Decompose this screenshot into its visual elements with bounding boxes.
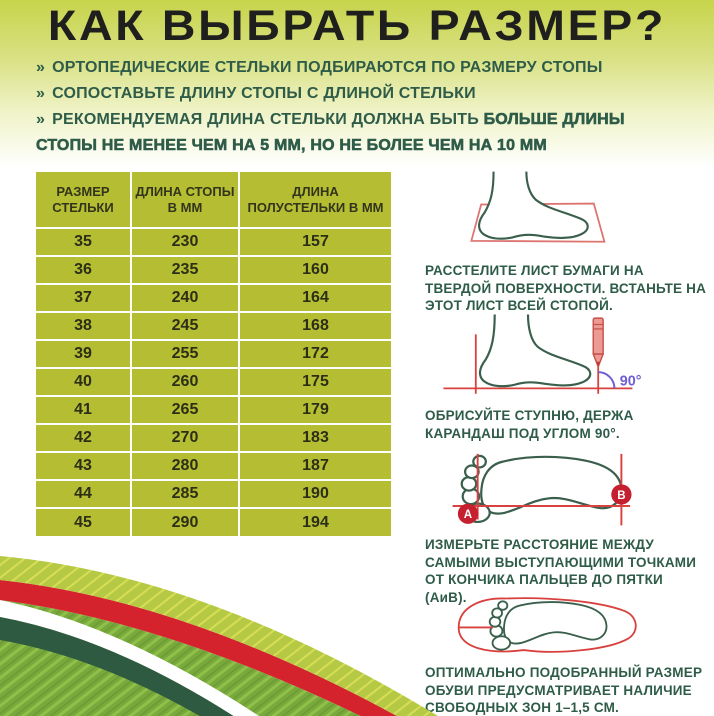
table-cell: 35 <box>35 227 132 257</box>
measure-footprint-illustration: А В <box>452 453 632 526</box>
header-gradient-background <box>0 0 714 168</box>
decorative-waves-graphic <box>0 556 438 716</box>
instruction-bullet-list: » ОРТОПЕДИЧЕСКИЕ СТЕЛЬКИ ПОДБИРАЮТСЯ ПО Р… <box>36 55 681 159</box>
bullet-text: СОПОСТАВЬТЕ ДЛИНУ СТОПЫ С ДЛИНОЙ СТЕЛЬКИ <box>52 85 476 102</box>
trace-foot-with-pencil-illustration: 90° <box>443 314 642 394</box>
bullet-marker-icon: » <box>36 111 46 128</box>
table-cell: 37 <box>35 283 132 313</box>
foot-side-outline <box>478 314 592 388</box>
table-cell: 40 <box>35 367 132 397</box>
footprint-in-shoe-outline-illustration <box>457 597 637 653</box>
table-cell: 42 <box>35 423 132 453</box>
svg-text:В: В <box>617 490 625 502</box>
table-cell: 44 <box>35 479 132 509</box>
step-caption: ИЗМЕРЬТЕ РАССТОЯНИЕ МЕЖДУ САМЫМИ ВЫСТУПА… <box>425 537 697 605</box>
table-row: 43 280 187 <box>35 451 392 481</box>
table-cell: 160 <box>238 255 392 285</box>
column-header-insole-size: РАЗМЕР СТЕЛЬКИ <box>35 171 132 229</box>
table-cell: 38 <box>35 311 132 341</box>
bullet-text-emphasized: БОЛЬШЕ ДЛИНЫ СТОПЫ НЕ МЕНЕЕ ЧЕМ НА 5 ММ,… <box>36 111 625 155</box>
table-row: 38 245 168 <box>35 311 392 341</box>
table-row: 37 240 164 <box>35 283 392 313</box>
table-cell: 41 <box>35 395 132 425</box>
wave-white-band <box>0 600 259 716</box>
wave-light-band <box>0 556 438 716</box>
svg-text:А: А <box>464 509 473 521</box>
table-cell: 45 <box>35 507 132 537</box>
point-a-badge: А <box>457 503 479 524</box>
size-table-header: РАЗМЕР СТЕЛЬКИ ДЛИНА СТОПЫ В ММ ДЛИНА ПО… <box>35 171 392 229</box>
bullet-item: » РЕКОМЕНДУЕМАЯ ДЛИНА СТЕЛЬКИ ДОЛЖНА БЫТЬ… <box>36 107 681 159</box>
bullet-marker-icon: » <box>36 59 46 76</box>
pencil-icon <box>592 317 605 369</box>
size-table-body: 35 230 157 36 235 160 37 240 164 38 245 168 39 255 172… <box>35 227 392 537</box>
table-cell: 270 <box>130 423 240 453</box>
table-cell: 255 <box>130 339 240 369</box>
bullet-text: РЕКОМЕНДУЕМАЯ ДЛИНА СТЕЛЬКИ ДОЛЖНА БЫТЬ <box>52 111 484 128</box>
table-cell: 175 <box>238 367 392 397</box>
table-row: 39 255 172 <box>35 339 392 369</box>
table-cell: 290 <box>130 507 240 537</box>
table-cell: 190 <box>238 479 392 509</box>
step-caption: РАССТЕЛИТЕ ЛИСТ БУМАГИ НА ТВЕРДОЙ ПОВЕРХ… <box>425 263 707 313</box>
table-row: 41 265 179 <box>35 395 392 425</box>
paper-sheet-outline <box>470 202 606 243</box>
table-cell: 187 <box>238 451 392 481</box>
table-cell: 194 <box>238 507 392 537</box>
table-cell: 36 <box>35 255 132 285</box>
table-cell: 280 <box>130 451 240 481</box>
insole-size-table: РАЗМЕР СТЕЛЬКИ ДЛИНА СТОПЫ В ММ ДЛИНА ПО… <box>35 171 392 537</box>
table-header-row: РАЗМЕР СТЕЛЬКИ ДЛИНА СТОПЫ В ММ ДЛИНА ПО… <box>35 171 392 229</box>
point-b-badge: В <box>611 484 632 505</box>
table-cell: 240 <box>130 283 240 313</box>
angle-label: 90° <box>620 374 642 390</box>
table-cell: 183 <box>238 423 392 453</box>
bullet-text: ОРТОПЕДИЧЕСКИЕ СТЕЛЬКИ ПОДБИРАЮТСЯ ПО РА… <box>52 59 603 76</box>
table-row: 44 285 190 <box>35 479 392 509</box>
column-header-half-insole-length: ДЛИНА ПОЛУСТЕЛЬКИ В ММ <box>238 171 392 229</box>
bullet-item: » СОПОСТАВЬТЕ ДЛИНУ СТОПЫ С ДЛИНОЙ СТЕЛЬК… <box>36 81 681 107</box>
step-caption: ОПТИМАЛЬНО ПОДОБРАННЫЙ РАЗМЕР ОБУВИ ПРЕД… <box>425 665 703 715</box>
table-row: 36 235 160 <box>35 255 392 285</box>
page-title: КАК ВЫБРАТЬ РАЗМЕР? <box>47 2 667 50</box>
column-header-foot-length: ДЛИНА СТОПЫ В ММ <box>130 171 240 229</box>
table-cell: 157 <box>238 227 392 257</box>
table-cell: 245 <box>130 311 240 341</box>
angle-arc <box>598 371 616 389</box>
table-cell: 285 <box>130 479 240 509</box>
table-row: 42 270 183 <box>35 423 392 453</box>
table-cell: 230 <box>130 227 240 257</box>
wave-dark-green-band <box>0 617 234 716</box>
table-cell: 265 <box>130 395 240 425</box>
table-cell: 39 <box>35 339 132 369</box>
table-row: 45 290 194 <box>35 507 392 537</box>
footprint-outline <box>488 600 608 651</box>
table-cell: 235 <box>130 255 240 285</box>
bullet-marker-icon: » <box>36 85 46 102</box>
foot-on-paper-illustration <box>470 171 606 243</box>
table-row: 40 260 175 <box>35 367 392 397</box>
table-cell: 179 <box>238 395 392 425</box>
shoe-free-zone-outline <box>457 597 637 653</box>
foot-side-outline <box>478 171 589 240</box>
table-cell: 260 <box>130 367 240 397</box>
table-cell: 43 <box>35 451 132 481</box>
step-caption: ОБРИСУЙТЕ СТУПНЮ, ДЕРЖА КАРАНДАШ ПОД УГЛ… <box>425 408 634 441</box>
table-cell: 168 <box>238 311 392 341</box>
table-row: 35 230 157 <box>35 227 392 257</box>
wave-red-band <box>0 580 397 716</box>
table-cell: 172 <box>238 339 392 369</box>
bullet-item: » ОРТОПЕДИЧЕСКИЕ СТЕЛЬКИ ПОДБИРАЮТСЯ ПО Р… <box>36 55 681 81</box>
footprint-outline <box>460 454 623 524</box>
table-cell: 164 <box>238 283 392 313</box>
